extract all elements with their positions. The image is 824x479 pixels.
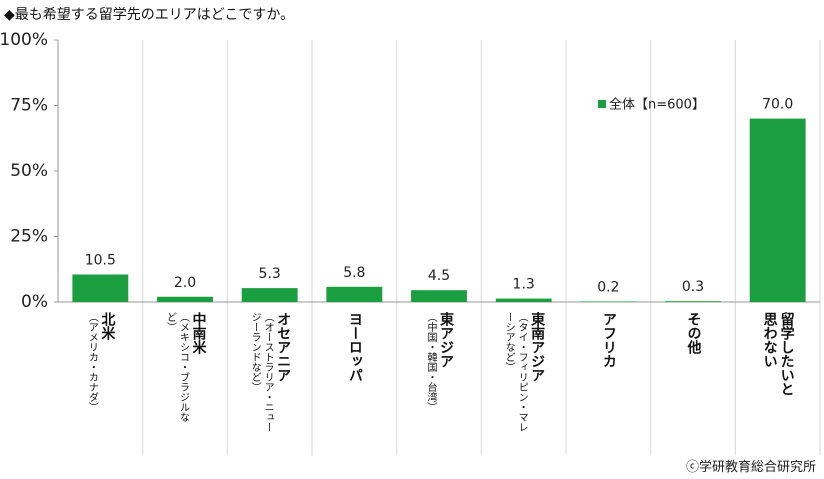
bar <box>749 118 806 302</box>
bar <box>326 286 383 302</box>
x-tick-label: 中南米 （メキシコ・ブラジルなど） <box>164 312 207 434</box>
category-note: （メキシコ・ブラジルなど） <box>164 312 189 422</box>
x-tick-label: その他 <box>685 312 702 404</box>
legend-label: 全体【n=600】 <box>609 97 705 113</box>
category-name: オセアニア <box>275 312 292 382</box>
y-tick-label: 50% <box>10 161 48 181</box>
category-name: 北米 <box>99 312 116 340</box>
y-tick-label: 0% <box>21 292 48 312</box>
value-label: 5.3 <box>259 266 281 282</box>
category-name: 留学したいと思わない <box>761 312 795 396</box>
category-name: 東アジア <box>438 312 454 368</box>
x-tick-label: 留学したいと思わない <box>761 312 795 404</box>
bar <box>665 301 721 302</box>
category-note: （タイ・フィリピン・マレーシアなど） <box>503 312 528 432</box>
category-name: アフリカ <box>600 312 617 368</box>
bar <box>157 296 213 302</box>
bar <box>495 298 552 302</box>
y-tick-label: 100% <box>0 30 48 50</box>
value-label: 70.0 <box>762 97 793 113</box>
category-note: （オーストラリア・ニュージーランドなど） <box>249 312 274 432</box>
category-name: 中南米 <box>190 312 207 354</box>
value-label: 10.5 <box>85 252 116 268</box>
bar <box>72 274 129 302</box>
y-tick-label: 75% <box>10 96 48 116</box>
source: ⓒ学研教育総合研究所 <box>685 460 816 475</box>
x-tick-label: アフリカ <box>600 312 617 404</box>
legend-swatch <box>598 100 606 108</box>
value-label: 4.5 <box>428 268 450 284</box>
x-tick-label: オセアニア （オーストラリア・ニュージーランドなど） <box>248 312 291 434</box>
category-name: 東南アジア <box>529 312 546 382</box>
y-tick-label: 25% <box>10 227 48 247</box>
x-tick-label: 東南アジア （タイ・フィリピン・マレーシアなど） <box>502 312 545 434</box>
value-label: 1.3 <box>513 277 535 293</box>
category-note: （中国・韓国・台湾） <box>425 312 436 412</box>
x-tick-label: 東アジア （中国・韓国・台湾） <box>424 312 454 434</box>
bar <box>580 301 637 302</box>
category-name: その他 <box>685 312 702 354</box>
value-label: 0.2 <box>597 279 619 295</box>
value-label: 2.0 <box>174 275 196 291</box>
value-label: 0.3 <box>682 279 704 295</box>
bar <box>411 290 467 302</box>
chart-title: ◆最も希望する留学先のエリアはどこですか。 <box>4 7 295 23</box>
bar <box>241 288 298 302</box>
x-tick-label: 北米 （アメリカ・カナダ） <box>85 312 115 434</box>
x-tick-label: ヨーロッパ <box>346 312 363 404</box>
value-label: 5.8 <box>343 265 365 281</box>
category-name: ヨーロッパ <box>346 312 363 382</box>
category-note: （アメリカ・カナダ） <box>86 312 98 412</box>
